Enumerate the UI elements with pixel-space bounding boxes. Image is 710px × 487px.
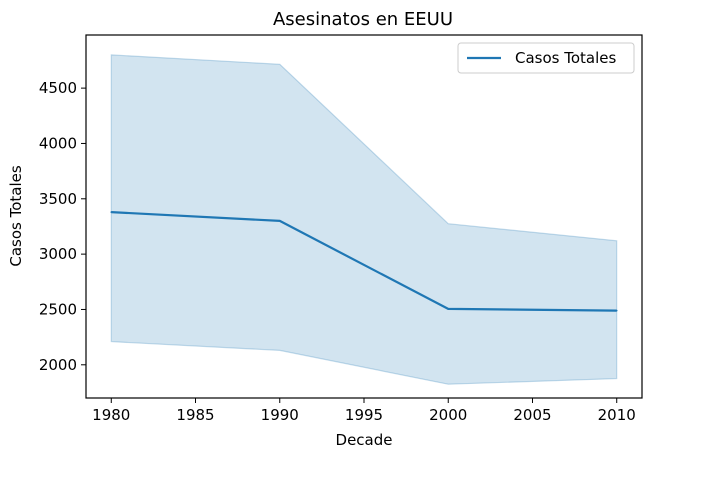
x-axis-ticks: 1980 1985 1990 1995 2000 2005 2010 [92, 398, 636, 424]
legend-box [457, 42, 635, 74]
chart-title: Asesinatos en EEUU [273, 9, 453, 30]
y-axis-title: Casos Totales [7, 165, 25, 267]
series-line-layer [110, 211, 618, 312]
y-tick-label: 2000 [39, 356, 77, 374]
data-point [615, 309, 618, 312]
confidence-band-layer [110, 54, 618, 385]
x-tick-label: 1990 [261, 406, 299, 424]
x-axis-title: Decade [336, 431, 393, 449]
x-tick-label: 1980 [92, 406, 130, 424]
y-tick-label: 3500 [39, 190, 77, 208]
y-tick-label: 4000 [39, 134, 77, 152]
x-tick-label: 2010 [598, 406, 636, 424]
data-point [447, 308, 450, 310]
y-tick-label: 4500 [39, 79, 77, 97]
x-tick-label: 2000 [429, 406, 467, 424]
legend-label: Casos Totales [515, 49, 617, 67]
series-line [111, 211, 617, 312]
y-tick-label: 2500 [39, 300, 77, 318]
x-tick-label: 2005 [513, 406, 551, 424]
y-tick-label: 3000 [39, 245, 77, 263]
y-axis-ticks: 2000 2500 3000 3500 4000 4500 [39, 79, 86, 374]
legend: Casos Totales [457, 42, 635, 74]
confidence-band [110, 54, 618, 385]
x-tick-label: 1985 [176, 406, 214, 424]
data-point [110, 211, 113, 213]
x-tick-label: 1995 [345, 406, 383, 424]
data-point [278, 220, 281, 222]
